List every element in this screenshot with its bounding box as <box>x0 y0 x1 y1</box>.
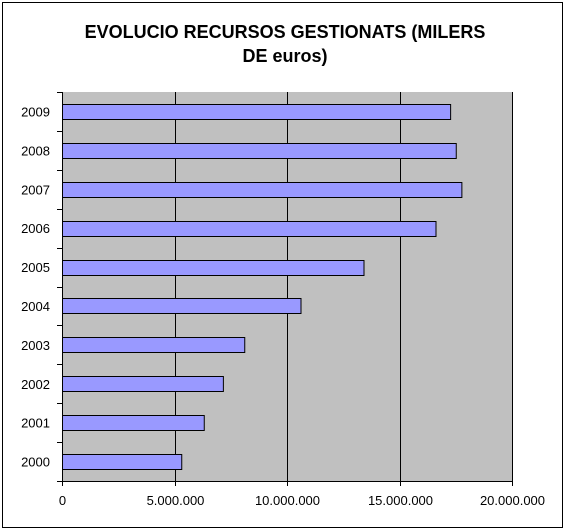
bar-2002 <box>62 376 224 392</box>
bar-2006 <box>62 221 437 237</box>
bar-2001 <box>62 415 205 431</box>
bar-2000 <box>62 454 183 470</box>
y-tick-label: 2009 <box>21 104 50 119</box>
y-tick-label: 2004 <box>21 299 50 314</box>
y-tick-label: 2005 <box>21 260 50 275</box>
y-tick-label: 2007 <box>21 182 50 197</box>
x-tick-label: 15.000.000 <box>368 493 433 508</box>
y-tick-label: 2008 <box>21 143 50 158</box>
bar-2009 <box>62 104 452 120</box>
x-tick-label: 20.000.000 <box>480 493 545 508</box>
y-tick-label: 2003 <box>21 338 50 353</box>
bar-2005 <box>62 260 365 276</box>
y-axis: 2000 2001 2002 2003 2004 2005 2006 2007 2008 2009 <box>21 92 63 482</box>
bar-2007 <box>62 182 463 198</box>
x-axis: 0 5.000.000 10.000.000 15.000.000 20.000.000 <box>59 481 545 508</box>
y-tick-label: 2000 <box>21 455 50 470</box>
y-tick-label: 2002 <box>21 377 50 392</box>
bar-2008 <box>62 143 457 159</box>
x-tick-label: 5.000.000 <box>147 493 205 508</box>
bar-2003 <box>62 337 246 353</box>
chart-title: EVOLUCIO RECURSOS GESTIONATS (MILERS DE … <box>84 22 486 66</box>
bars <box>62 104 463 470</box>
bar-2004 <box>62 298 302 314</box>
y-tick-label: 2001 <box>21 416 50 431</box>
x-tick-label: 0 <box>59 493 66 508</box>
x-tick-label: 10.000.000 <box>255 493 320 508</box>
y-tick-label: 2006 <box>21 221 50 236</box>
